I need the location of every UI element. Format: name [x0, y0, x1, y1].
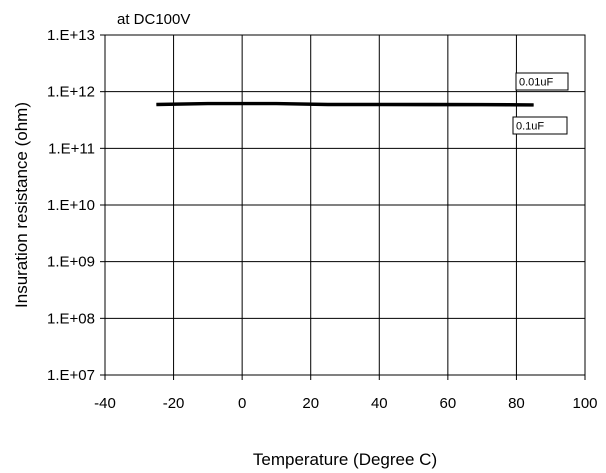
series-callouts: 0.01uF 0.1uF	[512, 72, 569, 135]
x-axis-label: Temperature (Degree C)	[253, 450, 437, 469]
series-name-label: 0.1uF	[516, 121, 544, 133]
x-tick-label: 100	[572, 395, 597, 412]
x-tick-label: -40	[94, 395, 116, 412]
x-tick-label: -20	[163, 395, 185, 412]
y-tick-label: 1.E+10	[47, 197, 95, 214]
x-tick-labels: -40 -20 0 20 40 60 80 100	[94, 375, 598, 412]
series-line-0-1uf	[156, 102, 534, 107]
x-tick-label: 60	[440, 395, 457, 412]
series-name-label: 0.01uF	[519, 77, 554, 89]
y-tick-label: 1.E+07	[47, 367, 95, 384]
grid	[105, 35, 585, 375]
x-tick-label: 20	[302, 395, 319, 412]
y-tick-labels: 1.E+07 1.E+08 1.E+09 1.E+10 1.E+11 1.E+12 1.E+…	[47, 27, 105, 384]
y-tick-label: 1.E+08	[47, 310, 95, 327]
callout-box	[512, 116, 568, 135]
series-layer	[156, 101, 534, 107]
y-tick-label: 1.E+12	[47, 84, 95, 101]
x-tick-label: 80	[508, 395, 525, 412]
callout-box	[515, 72, 569, 91]
callout-1: 0.1uF	[512, 116, 568, 135]
y-tick-label: 1.E+11	[48, 140, 95, 157]
chart-annotation: at DC100V	[117, 11, 190, 28]
x-tick-label: 40	[371, 395, 388, 412]
y-axis-label: Insuration resistance (ohm)	[12, 102, 31, 308]
y-tick-label: 1.E+09	[47, 254, 95, 271]
x-tick-label: 0	[238, 395, 246, 412]
callout-0: 0.01uF	[515, 72, 569, 91]
y-tick-label: 1.E+13	[47, 27, 95, 44]
